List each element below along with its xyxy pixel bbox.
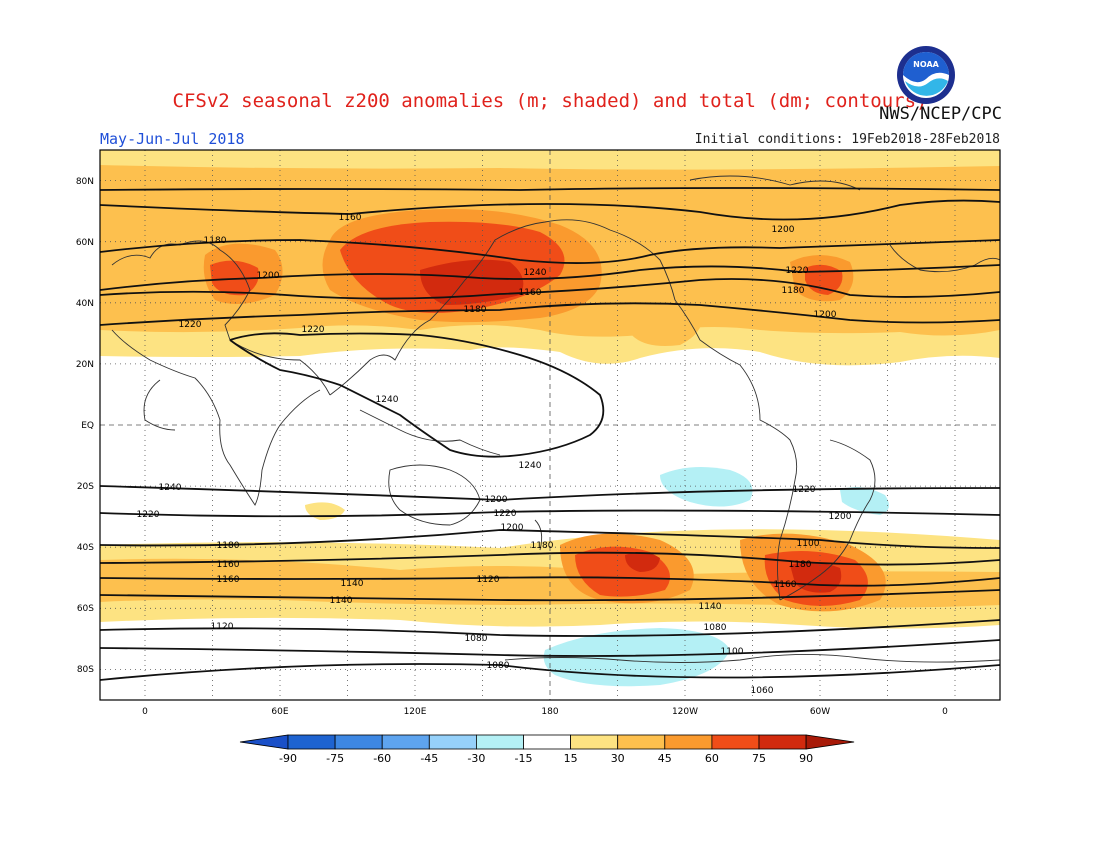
colorbar-swatch [664, 734, 713, 750]
colorbar-label: -75 [326, 752, 344, 765]
colorbar-label: 15 [564, 752, 578, 765]
contour-label: 1220 [137, 510, 160, 520]
colorbar-swatch [334, 734, 383, 750]
contour-label: 1220 [179, 320, 202, 330]
lon-label: 0 [142, 707, 148, 717]
contour-label: 1120 [477, 575, 500, 585]
contour-label: 1060 [751, 686, 774, 696]
lat-label: 20S [77, 482, 94, 492]
initial-conditions-label: Initial conditions: 19Feb2018-28Feb2018 [694, 132, 1000, 147]
contour-label: 1180 [464, 305, 487, 315]
colorbar-swatch [570, 734, 619, 750]
plot-frame [99, 149, 1001, 701]
contour-label: 1220 [302, 325, 325, 335]
lat-label: 20N [76, 360, 94, 370]
contour-label: 1220 [494, 509, 517, 519]
chart-title: CFSv2 seasonal z200 anomalies (m; shaded… [172, 90, 928, 112]
colorbar-label: -45 [420, 752, 438, 765]
organization-label: NWS/NCEP/CPC [879, 104, 1002, 124]
lon-label: 60E [271, 707, 288, 717]
contour-label: 1140 [341, 579, 364, 589]
colorbar-swatch [381, 734, 430, 750]
colorbar-label: -30 [467, 752, 485, 765]
contour-label: 1080 [487, 661, 510, 671]
contour-label: 1180 [531, 541, 554, 551]
lat-label: 40S [77, 543, 94, 553]
colorbar-swatch [475, 734, 524, 750]
contour-label: 1160 [217, 575, 240, 585]
longitude-labels: 0 60E 120E 180 120W 60W 0 [142, 707, 948, 717]
contour-label: 1160 [339, 213, 362, 223]
colorbar-label: -15 [515, 752, 533, 765]
lat-label: 60N [76, 238, 94, 248]
contour-label: 1180 [204, 236, 227, 246]
contour-label: 1200 [257, 271, 280, 281]
colorbar-label: 45 [658, 752, 672, 765]
colorbar-swatch [758, 734, 807, 750]
lon-label: 0 [942, 707, 948, 717]
contour-label: 1200 [485, 495, 508, 505]
colorbar-label: -90 [279, 752, 297, 765]
contour-label: 1160 [519, 288, 542, 298]
lat-label: 40N [76, 299, 94, 309]
colorbar: -90 -75 -60 -45 -30 -15 15 30 45 60 75 90 [239, 734, 855, 765]
contour-label: 1140 [330, 596, 353, 606]
contour-label: 1180 [789, 560, 812, 570]
contour-label: 1240 [519, 461, 542, 471]
contour-label: 1200 [829, 512, 852, 522]
contour-label: 1080 [704, 623, 727, 633]
contour-label: 1180 [782, 286, 805, 296]
colorbar-swatch [287, 734, 336, 750]
contour-label: 1200 [501, 523, 524, 533]
contour-label: 1180 [217, 541, 240, 551]
contour-label: 1080 [465, 634, 488, 644]
contour-label: 1160 [774, 580, 797, 590]
noaa-logo-text: NOAA [913, 60, 939, 69]
lon-label: 120E [404, 707, 427, 717]
latitude-labels: 80N 60N 40N 20N EQ 20S 40S 60S 80S [76, 177, 94, 675]
colorbar-label: -60 [373, 752, 391, 765]
lat-label: 80S [77, 665, 94, 675]
contour-label: 1120 [211, 622, 234, 632]
contour-label: 1160 [217, 560, 240, 570]
contours [100, 187, 1000, 681]
colorbar-low-arrow [239, 734, 289, 750]
colorbar-label: 30 [611, 752, 625, 765]
lon-label: 180 [541, 707, 558, 717]
contour-label: 1240 [524, 268, 547, 278]
lon-label: 60W [810, 707, 830, 717]
contour-label: 1200 [772, 225, 795, 235]
colorbar-label: 90 [799, 752, 813, 765]
contour-label: 1100 [721, 647, 744, 657]
season-label: May-Jun-Jul 2018 [100, 130, 245, 148]
lat-label: 80N [76, 177, 94, 187]
lat-label: EQ [81, 421, 94, 431]
noaa-logo: NOAA [897, 46, 955, 104]
colorbar-swatch [523, 734, 571, 750]
colorbar-label: 75 [752, 752, 766, 765]
contour-label: 1220 [793, 485, 816, 495]
contour-label: 1100 [797, 539, 820, 549]
contour-label: 1240 [159, 483, 182, 493]
contour-label: 1140 [699, 602, 722, 612]
colorbar-swatch [428, 734, 477, 750]
contour-labels: 1160 1180 1200 1220 1240 1160 1180 1200 … [137, 213, 852, 696]
lon-label: 120W [672, 707, 698, 717]
lat-label: 60S [77, 604, 94, 614]
colorbar-swatch [711, 734, 760, 750]
contour-label: 1200 [814, 310, 837, 320]
contour-label: 1240 [376, 395, 399, 405]
colorbar-high-arrow [805, 734, 855, 750]
colorbar-swatch [617, 734, 666, 750]
contour-label: 1220 [786, 266, 809, 276]
coastlines [111, 175, 1000, 663]
colorbar-label: 60 [705, 752, 719, 765]
